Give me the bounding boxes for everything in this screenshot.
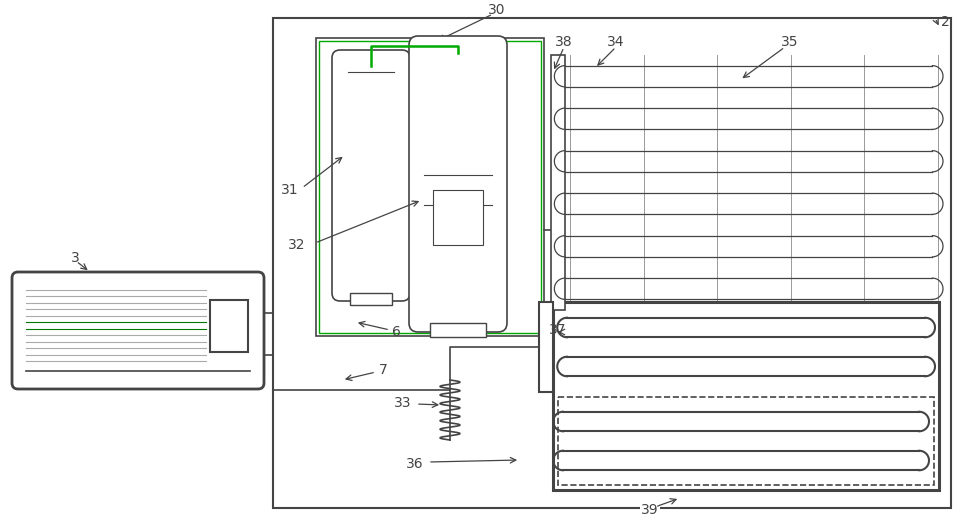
Polygon shape [350,293,392,305]
Text: 34: 34 [607,35,625,49]
Polygon shape [273,18,951,508]
FancyBboxPatch shape [409,36,507,332]
Text: 2: 2 [941,15,949,29]
FancyBboxPatch shape [332,50,410,301]
Polygon shape [210,300,248,352]
Text: 39: 39 [641,503,659,517]
Text: 30: 30 [488,3,505,17]
Text: 31: 31 [282,183,299,197]
Polygon shape [316,38,544,336]
Text: 33: 33 [394,396,411,410]
Text: 6: 6 [391,325,401,339]
Polygon shape [430,323,486,337]
Polygon shape [433,190,483,245]
Text: 35: 35 [781,35,799,49]
Text: 7: 7 [379,363,387,377]
Polygon shape [539,302,553,392]
Text: 38: 38 [555,35,573,49]
Text: 32: 32 [288,238,306,252]
Polygon shape [553,302,939,490]
Text: 36: 36 [407,457,424,471]
Text: 37: 37 [550,323,567,337]
FancyBboxPatch shape [12,272,264,389]
Text: 3: 3 [70,251,80,265]
Polygon shape [551,55,565,310]
